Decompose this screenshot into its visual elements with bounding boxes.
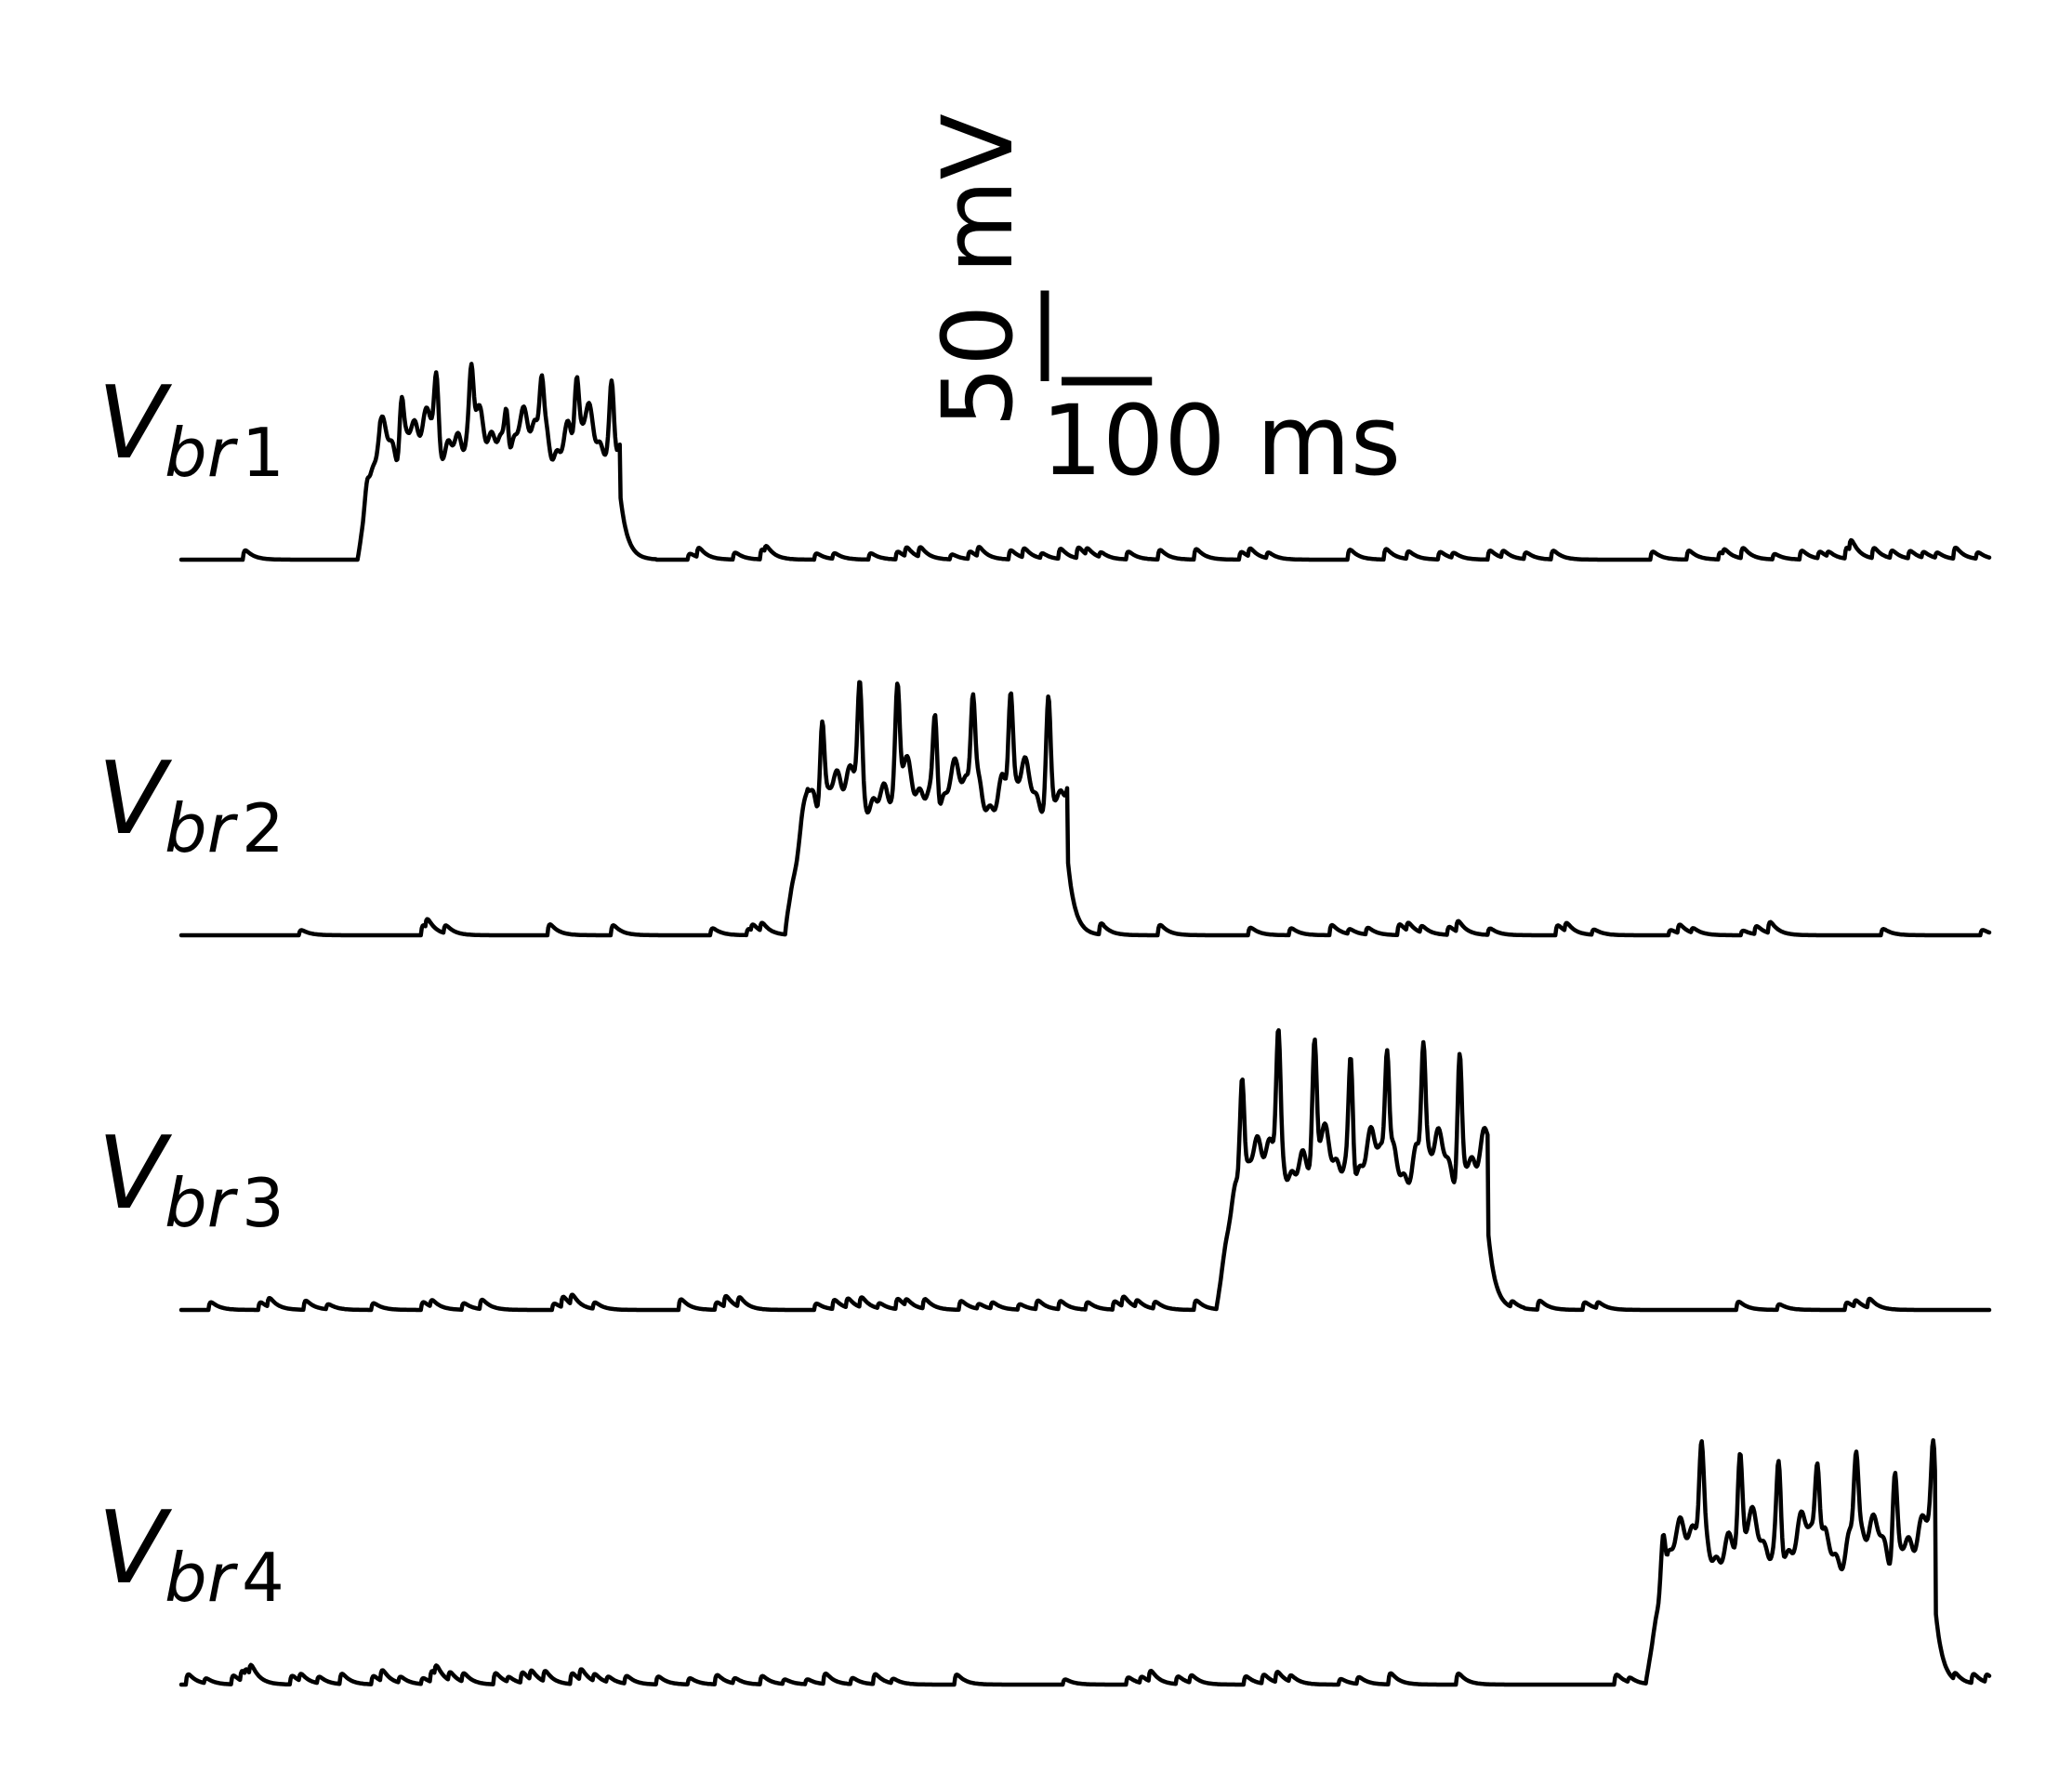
trace-label-4-sub: br [165, 1539, 239, 1617]
trace-label-4-main: V [98, 1490, 173, 1607]
trace-label-4: V br 4 [98, 1490, 284, 1617]
trace-label-3-main: V [98, 1116, 173, 1232]
trace-label-2-num: 2 [242, 789, 284, 867]
voltage-traces [178, 362, 1992, 1687]
trace-v-br2 [178, 680, 1992, 938]
trace-label-3-sub: br [165, 1164, 239, 1242]
trace-v-br4 [178, 1437, 1992, 1687]
trace-v-br1 [178, 362, 1992, 562]
trace-label-1: V br 1 [98, 365, 284, 492]
voltage-scale-label: 50 mV [921, 113, 1035, 428]
time-scale-label: 100 ms [1041, 384, 1401, 497]
trace-label-1-num: 1 [242, 414, 284, 492]
trace-label-1-main: V [98, 365, 173, 482]
trace-v-br3 [178, 1027, 1992, 1313]
trace-label-2-sub: br [165, 789, 239, 867]
trace-label-2: V br 2 [98, 741, 284, 867]
trace-label-1-sub: br [165, 414, 239, 492]
trace-label-3-num: 3 [242, 1164, 284, 1242]
trace-label-3: V br 3 [98, 1116, 284, 1242]
trace-labels: V br 1 V br 2 V br 3 V br 4 [98, 365, 284, 1617]
scale-bar: 50 mV 100 ms [921, 113, 1401, 497]
trace-label-4-num: 4 [242, 1539, 284, 1617]
trace-label-2-main: V [98, 741, 173, 857]
